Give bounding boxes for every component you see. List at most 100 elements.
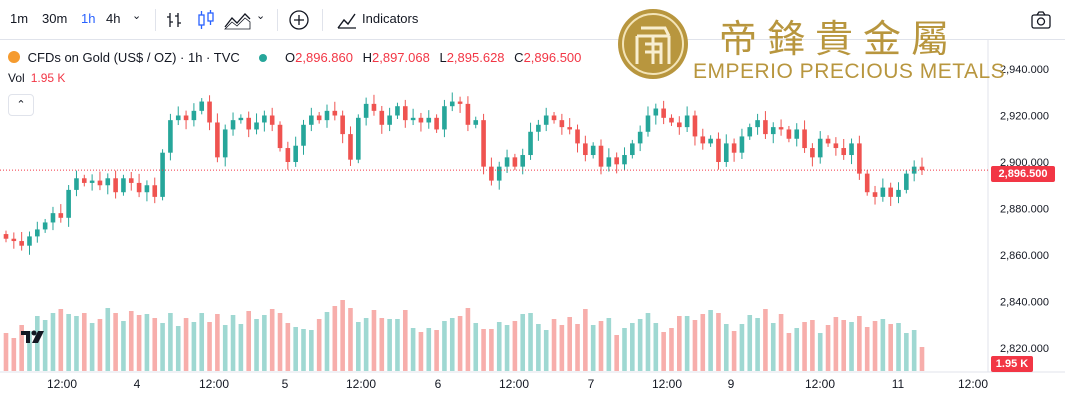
volume-bar xyxy=(66,314,71,371)
volume-bar xyxy=(254,319,259,371)
camera-screenshot-icon[interactable] xyxy=(1030,10,1052,30)
candle-body xyxy=(418,117,424,123)
price-axis-tick-label: 2,880.000 xyxy=(1000,204,1049,216)
candle-body xyxy=(864,173,870,193)
interval-dropdown-chevron-icon[interactable]: ⌄ xyxy=(132,10,142,22)
volume-bar xyxy=(590,325,596,371)
candle-body xyxy=(50,213,56,223)
indicators-icon[interactable] xyxy=(336,10,358,30)
volume-bar xyxy=(872,321,878,371)
volume-bar xyxy=(42,320,48,371)
interval-30m[interactable]: 30m xyxy=(42,11,68,26)
high-value: 2,897.068 xyxy=(372,50,430,65)
candle-body xyxy=(199,101,205,111)
candle-body xyxy=(316,115,322,121)
candle-body xyxy=(175,115,181,121)
bar-style-icon[interactable] xyxy=(166,11,184,29)
volume-bar xyxy=(770,323,776,371)
time-axis-tick-label: 12:00 xyxy=(199,377,229,391)
candle-body xyxy=(3,234,9,239)
volume-bar xyxy=(716,313,721,371)
volume-bar xyxy=(168,313,173,371)
candle-body xyxy=(230,120,236,130)
volume-bar xyxy=(551,319,557,371)
volume-bar xyxy=(543,330,549,371)
time-axis-tick-label: 12:00 xyxy=(499,377,529,391)
time-axis-tick-label: 12:00 xyxy=(652,377,682,391)
volume-bar xyxy=(849,322,854,371)
candle-body xyxy=(551,115,557,121)
candle-body xyxy=(442,106,447,130)
candle-body xyxy=(356,117,361,160)
candle-body xyxy=(575,129,580,144)
volume-bar xyxy=(676,316,682,371)
volume-bar xyxy=(810,320,815,371)
interval-4h[interactable]: 4h xyxy=(106,11,121,26)
volume-bar xyxy=(97,319,103,371)
candle-body xyxy=(857,143,862,174)
candle-body xyxy=(426,117,432,123)
candle-body xyxy=(168,120,173,153)
volume-bar xyxy=(739,324,745,371)
time-axis-tick-label: 6 xyxy=(435,377,442,391)
volume-bar xyxy=(614,335,619,371)
candle-body xyxy=(457,101,463,104)
candle-body xyxy=(590,145,596,156)
collapse-legend-button[interactable]: ⌃ xyxy=(8,94,34,116)
add-symbol-plus-icon[interactable] xyxy=(288,9,310,31)
candle-body xyxy=(723,143,729,162)
volume-bar xyxy=(113,313,118,371)
candle-body xyxy=(496,166,502,181)
candle-body xyxy=(215,122,220,158)
candle-body xyxy=(207,101,212,123)
volume-bar xyxy=(794,328,800,371)
volume-bar xyxy=(692,320,698,371)
candle-body xyxy=(246,117,252,130)
volume-bar xyxy=(896,323,901,371)
close-value: 2,896.500 xyxy=(523,50,582,65)
last-volume-label: 1.95 K xyxy=(991,356,1033,372)
volume-bar xyxy=(496,322,502,371)
candle-body xyxy=(262,115,267,123)
candle-body xyxy=(653,108,659,116)
candle-body xyxy=(481,120,486,167)
candle-body xyxy=(904,173,909,190)
volume-bar xyxy=(348,308,353,371)
candle-body xyxy=(794,129,800,139)
volume-bar xyxy=(269,309,275,371)
candle-body xyxy=(89,180,95,183)
interval-1m[interactable]: 1m xyxy=(10,11,29,26)
chevron-up-icon: ⌃ xyxy=(16,99,26,111)
candle-body xyxy=(340,115,345,135)
symbol-title[interactable]: CFDs on Gold (US$ / OZ) · 1h · TVC xyxy=(27,50,240,65)
candle-body xyxy=(896,189,901,197)
price-chart[interactable]: 2,940.0002,920.0002,900.0002,880.0002,86… xyxy=(0,40,1065,404)
candle-body xyxy=(543,115,549,125)
volume-value: 1.95 K xyxy=(30,71,66,85)
volume-bar xyxy=(857,316,862,371)
volume-bar xyxy=(58,309,64,371)
candle-body xyxy=(473,120,479,125)
volume-bar xyxy=(661,332,666,371)
candle-body xyxy=(559,120,565,128)
interval-1h[interactable]: 1h xyxy=(81,11,96,26)
candle-body xyxy=(309,115,314,125)
volume-bar xyxy=(684,316,690,371)
volume-bar xyxy=(841,320,847,371)
indicators-button[interactable]: Indicators xyxy=(362,11,419,26)
volume-bar xyxy=(622,328,627,371)
volume-bar xyxy=(27,331,32,371)
volume-bar xyxy=(207,322,212,371)
candle-style-icon[interactable] xyxy=(196,9,216,31)
volume-bar xyxy=(191,322,197,371)
candle-body xyxy=(152,185,158,197)
candle-body xyxy=(786,129,792,139)
volume-bar xyxy=(215,314,220,371)
open-label: O xyxy=(285,50,296,65)
style-dropdown-chevron-icon[interactable]: ⌄ xyxy=(256,10,266,22)
volume-bar xyxy=(528,313,533,371)
candle-body xyxy=(222,129,228,158)
area-style-icon[interactable] xyxy=(224,10,252,30)
volume-bar xyxy=(731,331,737,371)
candle-body xyxy=(676,122,682,128)
